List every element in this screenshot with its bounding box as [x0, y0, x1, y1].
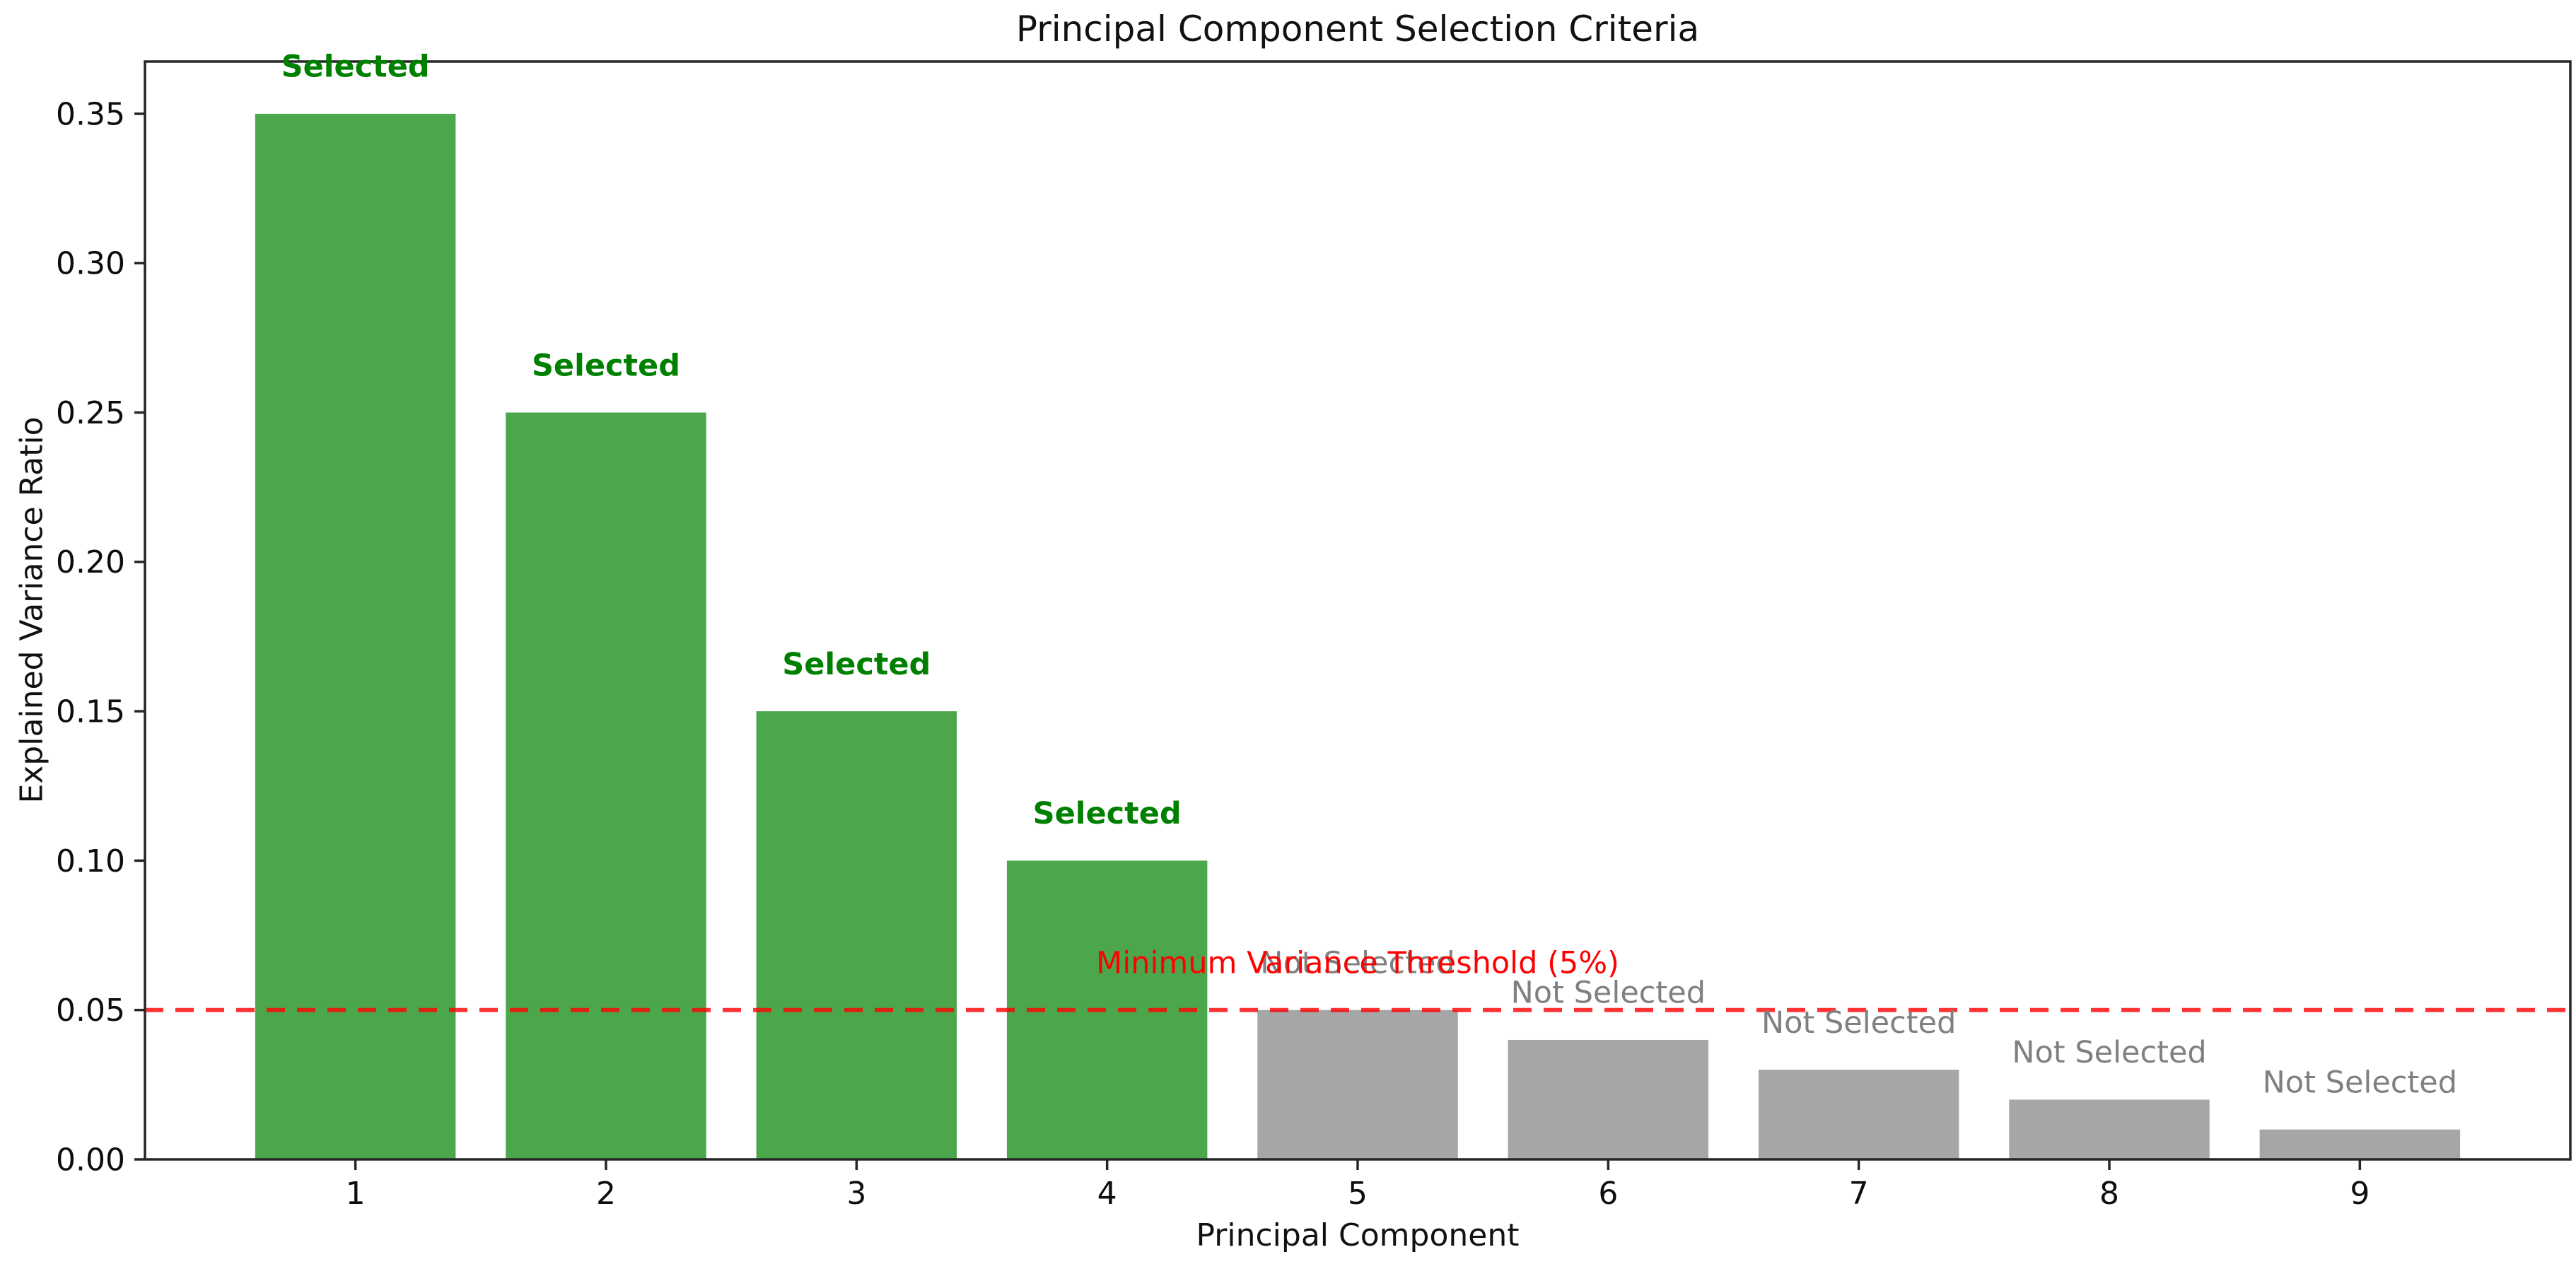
x-tick-label: 9 — [2350, 1176, 2370, 1212]
bar-label-pc-1: Selected — [281, 49, 430, 85]
x-tick-label: 7 — [1849, 1176, 1869, 1212]
x-tick-label: 5 — [1348, 1176, 1368, 1212]
bar-label-pc-4: Selected — [1033, 796, 1182, 831]
threshold-label: Minimum Variance Threshold (5%) — [1096, 945, 1619, 981]
y-tick-label: 0.25 — [56, 395, 125, 431]
chart-title: Principal Component Selection Criteria — [1015, 8, 1700, 49]
bar-pc-1 — [255, 113, 456, 1159]
y-tick-label: 0.15 — [56, 694, 125, 730]
bar-label-pc-7: Not Selected — [1761, 1005, 1956, 1041]
y-tick-label: 0.05 — [56, 993, 125, 1029]
bar-pc-3 — [756, 711, 957, 1159]
x-tick-label: 6 — [1598, 1176, 1618, 1212]
x-axis-title: Principal Component — [1196, 1217, 1520, 1253]
y-tick-label: 0.10 — [56, 843, 125, 879]
x-tick-label: 1 — [346, 1176, 366, 1212]
bar-label-pc-8: Not Selected — [2012, 1035, 2206, 1070]
y-tick-label: 0.30 — [56, 246, 125, 282]
bar-pc-5 — [1257, 1010, 1458, 1159]
y-tick-label: 0.00 — [56, 1142, 125, 1178]
y-tick-label: 0.20 — [56, 544, 125, 580]
bar-label-pc-5: Not Selected — [1260, 945, 1455, 981]
x-tick-label: 8 — [2099, 1176, 2119, 1212]
bar-label-pc-9: Not Selected — [2263, 1065, 2457, 1100]
x-tick-label: 4 — [1097, 1176, 1117, 1212]
bar-label-pc-2: Selected — [532, 348, 680, 383]
bar-pc-2 — [506, 412, 706, 1160]
bar-pc-8 — [2009, 1099, 2210, 1159]
x-tick-label: 2 — [596, 1176, 616, 1212]
bar-pc-9 — [2259, 1129, 2461, 1159]
x-tick-label: 3 — [846, 1176, 866, 1212]
bar-label-pc-3: Selected — [782, 647, 931, 682]
y-tick-label: 0.35 — [56, 96, 125, 132]
bar-pc-6 — [1508, 1039, 1709, 1159]
bar-label-pc-6: Not Selected — [1511, 976, 1706, 1011]
bar-pc-7 — [1758, 1070, 1959, 1159]
